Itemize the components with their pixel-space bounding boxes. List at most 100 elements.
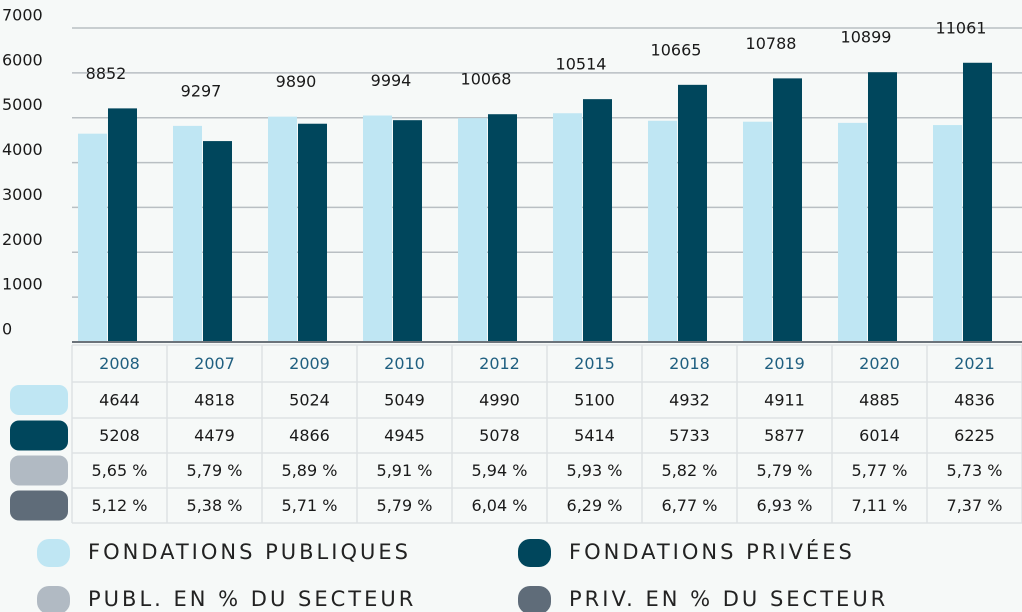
y-tick-label: 3000	[2, 185, 43, 204]
y-tick-label: 0	[2, 320, 12, 339]
x-tick-label: 2012	[479, 354, 520, 373]
total-label: 8852	[86, 64, 127, 83]
bar	[203, 141, 232, 342]
legend-label: FONDATIONS PUBLIQUES	[88, 540, 411, 564]
table-cell: 5,93 %	[567, 461, 623, 480]
legend-label: PRIV. EN % DU SECTEUR	[569, 587, 888, 611]
total-label: 10068	[461, 70, 512, 89]
table-cell: 4990	[479, 391, 520, 410]
table-cell: 5,12 %	[92, 496, 148, 515]
y-tick-label: 6000	[2, 50, 43, 69]
table-cell: 6,04 %	[472, 496, 528, 515]
bar	[458, 118, 487, 342]
table-cell: 6,29 %	[567, 496, 623, 515]
x-tick-label: 2019	[764, 354, 805, 373]
table-cell: 4945	[384, 426, 425, 445]
x-tick-label: 2008	[99, 354, 140, 373]
table-cell: 5414	[574, 426, 615, 445]
bar	[743, 121, 772, 342]
legend-swatch	[37, 586, 70, 612]
bar	[868, 72, 897, 343]
table-cell: 4644	[99, 391, 140, 410]
bar	[363, 115, 392, 342]
y-tick-label: 4000	[2, 140, 43, 159]
total-label: 10788	[746, 34, 797, 53]
bar	[963, 62, 992, 343]
bar	[648, 120, 677, 342]
bar	[393, 120, 422, 342]
y-tick-label: 5000	[2, 95, 43, 114]
table-cell: 5,82 %	[662, 461, 718, 480]
total-label: 9297	[181, 81, 222, 100]
x-tick-label: 2018	[669, 354, 710, 373]
x-tick-label: 2009	[289, 354, 330, 373]
table-cell: 5877	[764, 426, 805, 445]
legend-swatch	[37, 539, 70, 567]
table-cell: 5,65 %	[92, 461, 148, 480]
y-tick-label: 7000	[2, 6, 43, 25]
x-tick-label: 2020	[859, 354, 900, 373]
x-tick-label: 2007	[194, 354, 235, 373]
table-cell: 5,79 %	[377, 496, 433, 515]
bar	[678, 84, 707, 343]
total-label: 10665	[651, 40, 702, 59]
bar	[838, 122, 867, 342]
bar	[78, 133, 107, 342]
bar	[298, 123, 327, 342]
bar	[173, 125, 202, 342]
total-label: 10514	[556, 55, 607, 74]
table-cell: 6,93 %	[757, 496, 813, 515]
y-tick-label: 1000	[2, 275, 43, 294]
table-cell: 5,38 %	[187, 496, 243, 515]
table-cell: 6,77 %	[662, 496, 718, 515]
table-cell: 4866	[289, 426, 330, 445]
total-label: 9890	[276, 72, 317, 91]
total-label: 11061	[936, 18, 987, 37]
legend-label: FONDATIONS PRIVÉES	[569, 539, 855, 564]
bar	[108, 108, 137, 342]
table-cell: 4818	[194, 391, 235, 410]
bar	[583, 99, 612, 342]
table-cell: 4911	[764, 391, 805, 410]
table-cell: 5078	[479, 426, 520, 445]
legend-swatch	[518, 539, 551, 567]
table-cell: 5,71 %	[282, 496, 338, 515]
row-swatch	[10, 490, 68, 521]
y-tick-label: 2000	[2, 230, 43, 249]
x-tick-label: 2010	[384, 354, 425, 373]
x-tick-label: 2015	[574, 354, 615, 373]
table-cell: 5,79 %	[187, 461, 243, 480]
table-cell: 5,91 %	[377, 461, 433, 480]
table-cell: 5733	[669, 426, 710, 445]
table-cell: 5,73 %	[947, 461, 1003, 480]
bar	[488, 114, 517, 343]
table-cell: 5,77 %	[852, 461, 908, 480]
table-cell: 4932	[669, 391, 710, 410]
bar	[268, 116, 297, 342]
row-swatch	[10, 420, 68, 451]
table-cell: 5100	[574, 391, 615, 410]
table-cell: 5,79 %	[757, 461, 813, 480]
table-cell: 4479	[194, 426, 235, 445]
x-tick-label: 2021	[954, 354, 995, 373]
table-cell: 4836	[954, 391, 995, 410]
legend-label: PUBL. EN % DU SECTEUR	[88, 587, 416, 611]
total-label: 9994	[371, 71, 412, 90]
table-cell: 5049	[384, 391, 425, 410]
bar	[933, 125, 962, 342]
table-cell: 5,94 %	[472, 461, 528, 480]
table-cell: 6014	[859, 426, 900, 445]
bar	[553, 113, 582, 342]
legend-swatch	[518, 586, 551, 612]
table-cell: 7,37 %	[947, 496, 1003, 515]
table-cell: 6225	[954, 426, 995, 445]
row-swatch	[10, 455, 68, 486]
table-cell: 5,89 %	[282, 461, 338, 480]
bar	[773, 78, 802, 342]
total-label: 10899	[841, 28, 892, 47]
table-cell: 7,11 %	[852, 496, 908, 515]
table-cell: 5208	[99, 426, 140, 445]
table-cell: 5024	[289, 391, 330, 410]
table-cell: 4885	[859, 391, 900, 410]
